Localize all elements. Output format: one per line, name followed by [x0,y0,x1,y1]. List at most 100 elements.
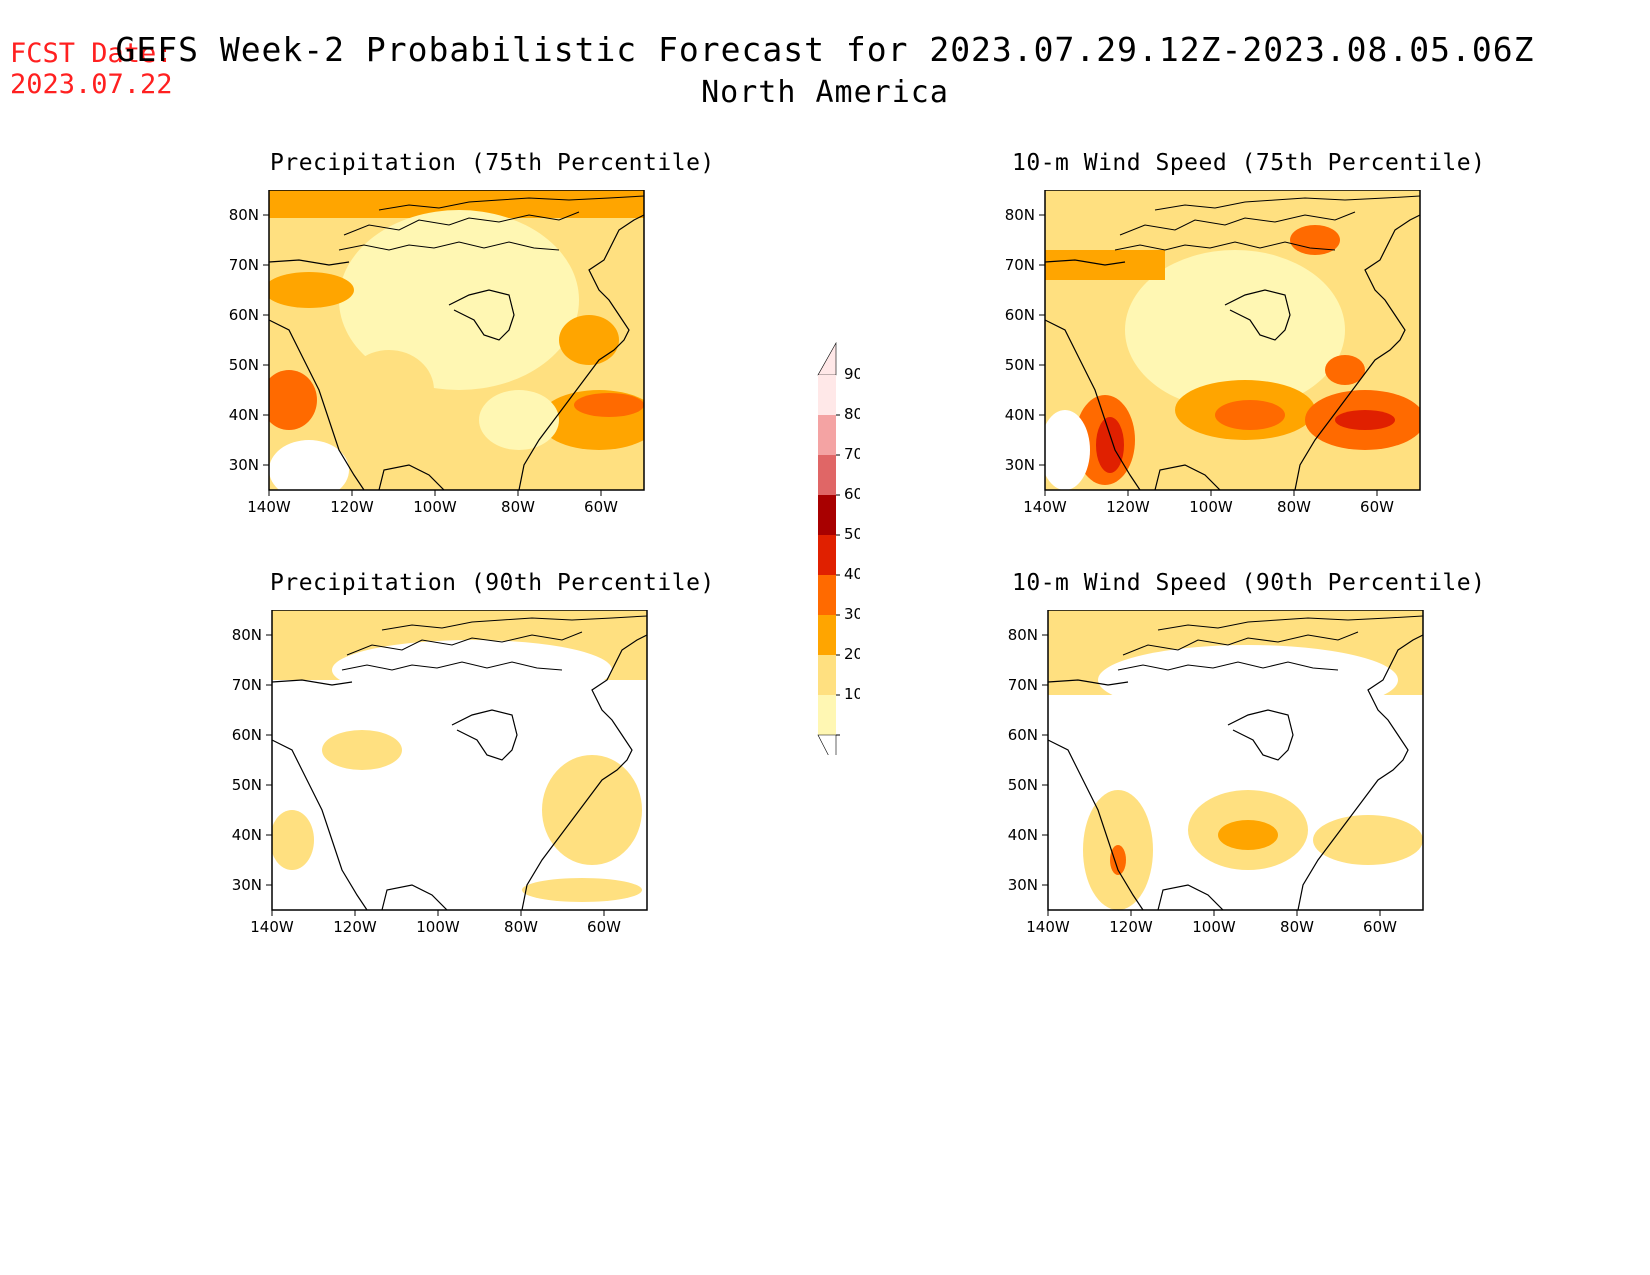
map-precip-75: 80N 70N 60N 50N 40N 30N 140W 120W 100W 80W 60W [206,190,654,525]
colorbar-segment [818,455,836,495]
lat-label: 60N [229,306,259,324]
lat-label: 70N [1008,676,1038,694]
shaded-region [269,440,349,490]
colorbar-segment [818,415,836,455]
lat-label: 50N [229,356,259,374]
coastline [269,214,644,490]
coastline [1045,214,1420,490]
lon-label: 100W [1189,498,1233,516]
forecast-date-block: FCST Date: 2023.07.22 [10,38,173,100]
colorbar-label: 50 [844,525,860,543]
colorbar-label: 60 [844,485,860,503]
lat-label: 60N [1005,306,1035,324]
lon-label: 120W [330,498,374,516]
colorbar-segment [818,495,836,535]
map-wind-75: 80N 70N 60N 50N 40N 30N 140W 120W 100W 80W 60W [982,190,1430,525]
lon-label: 80W [1280,918,1314,936]
colorbar-label: 20 [844,645,860,663]
colorbar-segment [818,575,836,615]
shaded-region [1218,820,1278,850]
lon-label: 60W [587,918,621,936]
lat-label: 80N [229,206,259,224]
colorbar-segment [818,695,836,735]
arctic-islands [1114,195,1420,251]
arctic-islands [1117,615,1423,671]
lon-label: 80W [504,918,538,936]
lon-label: 120W [333,918,377,936]
lat-label: 50N [1005,356,1035,374]
map-frame [271,610,648,911]
lon-label: 100W [413,498,457,516]
lon-label: 140W [250,918,294,936]
map-precip-90: 80N 70N 60N 50N 40N 30N 140W 120W 100W 80W 60W [209,610,657,945]
shaded-region [1096,417,1124,473]
lat-label: 80N [232,626,262,644]
panel-title-precip-90: Precipitation (90th Percentile) [270,570,715,596]
coastline [272,634,647,910]
arctic-islands [338,195,644,251]
shaded-region [269,370,317,430]
lat-label: 30N [1008,876,1038,894]
lon-label: 140W [247,498,291,516]
colorbar-bottom-cap [817,734,837,771]
fcst-date-value: 2023.07.22 [10,69,173,100]
colorbar-top-cap [817,341,837,376]
fcst-date-label: FCST Date: [10,38,173,69]
shaded-region [1125,250,1345,410]
lon-label: 100W [1192,918,1236,936]
coastline [1048,634,1423,910]
colorbar-segment [818,535,836,575]
shaded-region [322,730,402,770]
lat-label: 30N [229,456,259,474]
lat-label: 30N [232,876,262,894]
lat-label: 40N [1008,826,1038,844]
shaded-region [1335,410,1395,430]
lon-label: 80W [501,498,535,516]
shaded-region [344,350,434,430]
lat-label: 80N [1005,206,1035,224]
lat-label: 70N [1005,256,1035,274]
colorbar-segment [818,655,836,695]
map-frame [1047,610,1424,911]
colorbar: 90 80 70 60 50 40 30 20 10 [800,335,863,771]
shaded-region [1325,355,1365,385]
shaded-region [1098,645,1398,715]
panel-title-wind-90: 10-m Wind Speed (90th Percentile) [1012,570,1486,596]
shaded-region [1045,410,1090,490]
colorbar-label: 70 [844,445,860,463]
shaded-region [1290,225,1340,255]
lon-label: 60W [1363,918,1397,936]
lon-label: 60W [584,498,618,516]
lon-label: 80W [1277,498,1311,516]
lat-label: 70N [229,256,259,274]
shaded-region [1215,400,1285,430]
colorbar-label: 30 [844,605,860,623]
lat-label: 40N [232,826,262,844]
region-subtitle: North America [701,75,949,110]
colorbar-label: 40 [844,565,860,583]
shaded-region [559,315,619,365]
shaded-region [269,272,354,308]
map-wind-90: 80N 70N 60N 50N 40N 30N 140W 120W 100W 80W 60W [985,610,1433,945]
lon-label: 100W [416,918,460,936]
lat-label: 70N [232,676,262,694]
shaded-region [479,390,559,450]
lon-label: 120W [1106,498,1150,516]
shaded-region [1110,845,1126,875]
colorbar-label: 80 [844,405,860,423]
lat-label: 60N [232,726,262,744]
lat-label: 60N [1008,726,1038,744]
panel-title-precip-75: Precipitation (75th Percentile) [270,150,715,176]
panel-title-wind-75: 10-m Wind Speed (75th Percentile) [1012,150,1486,176]
shaded-region [1313,815,1423,865]
lat-label: 40N [1005,406,1035,424]
lat-label: 30N [1005,456,1035,474]
colorbar-label: 90 [844,365,860,383]
lat-label: 40N [229,406,259,424]
lat-label: 80N [1008,626,1038,644]
shaded-region [542,755,642,865]
lon-label: 120W [1109,918,1153,936]
map-frame [268,190,645,491]
lon-label: 60W [1360,498,1394,516]
lat-label: 50N [232,776,262,794]
